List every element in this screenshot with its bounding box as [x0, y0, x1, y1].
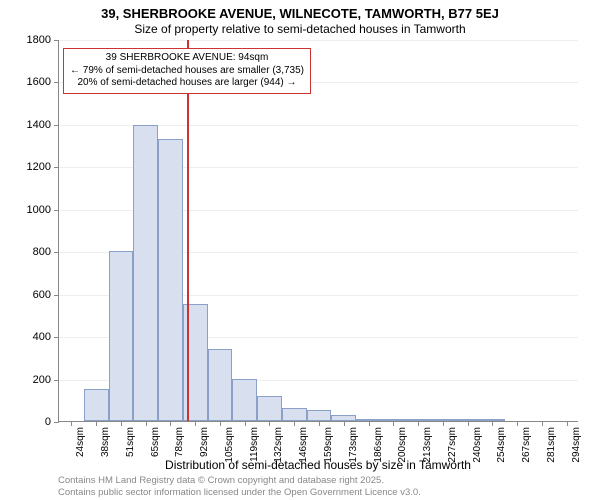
y-tick: [54, 295, 59, 296]
x-tick: [369, 421, 370, 426]
x-tick: [344, 421, 345, 426]
y-tick-label: 600: [33, 289, 51, 301]
y-tick-label: 800: [33, 246, 51, 258]
x-tick: [517, 421, 518, 426]
y-tick: [54, 210, 59, 211]
x-tick: [567, 421, 568, 426]
x-tick-label: 65sqm: [150, 427, 161, 457]
chart-container: { "title": "39, SHERBROOKE AVENUE, WILNE…: [0, 0, 600, 500]
x-tick: [96, 421, 97, 426]
x-tick: [393, 421, 394, 426]
y-tick-label: 1400: [27, 119, 51, 131]
x-tick: [269, 421, 270, 426]
chart-subtitle: Size of property relative to semi-detach…: [0, 22, 600, 36]
y-tick-label: 1000: [27, 204, 51, 216]
y-tick: [54, 40, 59, 41]
x-tick: [170, 421, 171, 426]
y-tick: [54, 252, 59, 253]
y-tick: [54, 380, 59, 381]
x-tick: [319, 421, 320, 426]
chart-title: 39, SHERBROOKE AVENUE, WILNECOTE, TAMWOR…: [0, 6, 600, 21]
y-tick: [54, 125, 59, 126]
histogram-bar: [84, 389, 109, 421]
y-tick: [54, 82, 59, 83]
x-tick: [121, 421, 122, 426]
x-tick: [146, 421, 147, 426]
x-tick: [294, 421, 295, 426]
histogram-bar: [133, 125, 158, 421]
y-tick-label: 1600: [27, 76, 51, 88]
attribution-line-1: Contains HM Land Registry data © Crown c…: [58, 475, 421, 486]
attribution-line-2: Contains public sector information licen…: [58, 487, 421, 498]
annotation-line-1: 39 SHERBROOKE AVENUE: 94sqm: [70, 52, 304, 65]
annotation-box: 39 SHERBROOKE AVENUE: 94sqm ← 79% of sem…: [63, 48, 311, 94]
x-tick-label: 92sqm: [199, 427, 210, 457]
y-tick-label: 1200: [27, 161, 51, 173]
x-tick: [542, 421, 543, 426]
y-tick-label: 1800: [27, 34, 51, 46]
x-tick: [443, 421, 444, 426]
x-tick: [220, 421, 221, 426]
histogram-bar: [282, 408, 307, 421]
x-tick-label: 38sqm: [100, 427, 111, 457]
y-tick: [54, 422, 59, 423]
x-tick: [418, 421, 419, 426]
y-tick-label: 400: [33, 331, 51, 343]
y-tick-label: 200: [33, 374, 51, 386]
x-tick-label: 78sqm: [174, 427, 185, 457]
y-tick-label: 0: [45, 416, 51, 428]
x-tick: [468, 421, 469, 426]
y-gridline: [59, 40, 578, 41]
y-tick: [54, 337, 59, 338]
histogram-bar: [158, 139, 183, 421]
histogram-bar: [307, 410, 332, 421]
annotation-line-3: 20% of semi-detached houses are larger (…: [70, 77, 304, 90]
histogram-bar: [109, 251, 134, 421]
x-tick-label: 51sqm: [125, 427, 136, 457]
histogram-bar: [232, 379, 257, 421]
x-tick-label: 24sqm: [75, 427, 86, 457]
x-tick: [195, 421, 196, 426]
x-tick: [71, 421, 72, 426]
histogram-bar: [208, 349, 233, 421]
histogram-bar: [257, 396, 282, 421]
x-tick: [245, 421, 246, 426]
annotation-line-2: ← 79% of semi-detached houses are smalle…: [70, 65, 304, 78]
x-tick-label: 119sqm: [249, 427, 260, 462]
x-tick: [492, 421, 493, 426]
x-axis-label: Distribution of semi-detached houses by …: [58, 458, 578, 472]
attribution: Contains HM Land Registry data © Crown c…: [58, 475, 421, 498]
plot-area: 02004006008001000120014001600180024sqm38…: [58, 40, 578, 422]
y-tick: [54, 167, 59, 168]
reference-line: [187, 40, 189, 421]
